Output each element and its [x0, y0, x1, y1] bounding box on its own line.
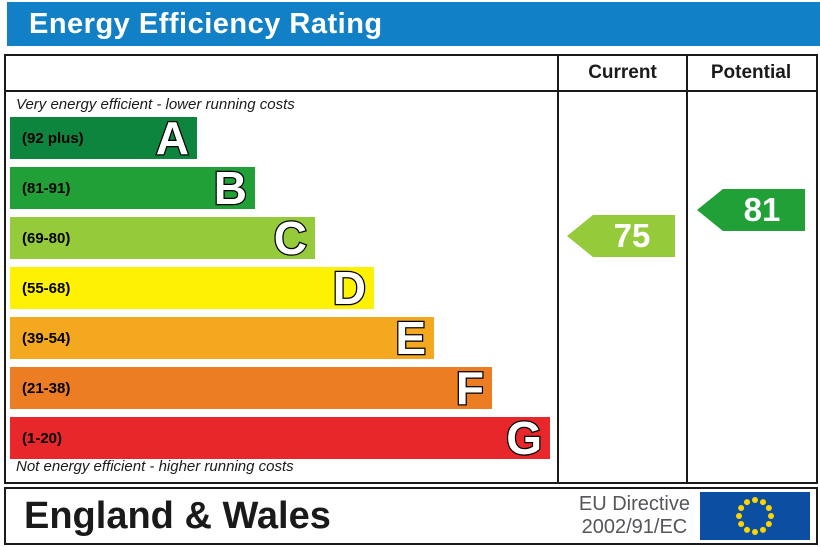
- potential-rating-value: 81: [743, 191, 781, 228]
- band-letter: A: [155, 112, 191, 164]
- band-row-D: (55-68) D: [10, 262, 374, 314]
- eu-flag-icon: [700, 492, 810, 540]
- band-letter: F: [455, 362, 486, 414]
- page-title: Energy Efficiency Rating: [29, 7, 383, 40]
- rating-table: Current Potential Very energy efficient …: [4, 54, 818, 484]
- region-label: England & Wales: [24, 494, 331, 537]
- band-range-label: (55-68): [22, 279, 71, 297]
- band-range-label: (39-54): [22, 329, 71, 347]
- band-range-label: (21-38): [22, 379, 71, 397]
- title-bar: Energy Efficiency Rating: [7, 2, 820, 46]
- band-row-C: (69-80) C: [10, 212, 315, 264]
- band-row-A: (92 plus) A: [10, 112, 197, 164]
- header-divider: [6, 90, 816, 92]
- band-letter: D: [332, 262, 368, 314]
- band-row-F: (21-38) F: [10, 362, 492, 414]
- potential-column-header: Potential: [710, 62, 792, 83]
- potential-rating-arrow: 81: [697, 189, 805, 231]
- column-divider-potential: [686, 56, 688, 482]
- band-row-E: (39-54) E: [10, 312, 434, 364]
- current-column-header: Current: [588, 62, 657, 83]
- current-rating-value: 75: [613, 217, 651, 254]
- eu-directive-line2: 2002/91/EC: [581, 516, 688, 538]
- band-range-label: (92 plus): [22, 129, 84, 147]
- column-divider-current: [557, 56, 559, 482]
- band-range-label: (69-80): [22, 229, 71, 247]
- band-row-B: (81-91) B: [10, 162, 255, 214]
- band-letter: C: [273, 212, 309, 264]
- eu-directive-line1: EU Directive: [578, 493, 690, 515]
- footer-bar: England & Wales EU Directive 2002/91/EC: [4, 487, 818, 545]
- band-range-label: (1-20): [22, 429, 63, 447]
- band-letter: B: [213, 162, 249, 214]
- band-row-G: (1-20) G: [10, 412, 550, 464]
- band-range-label: (81-91): [22, 179, 71, 197]
- eu-directive-label: EU Directive 2002/91/EC: [579, 493, 690, 539]
- not-efficient-note: Not energy efficient - higher running co…: [16, 458, 294, 475]
- efficient-note: Very energy efficient - lower running co…: [16, 96, 295, 113]
- current-rating-arrow: 75: [567, 215, 675, 257]
- band-letter: E: [394, 312, 427, 364]
- band-letter: G: [505, 412, 543, 464]
